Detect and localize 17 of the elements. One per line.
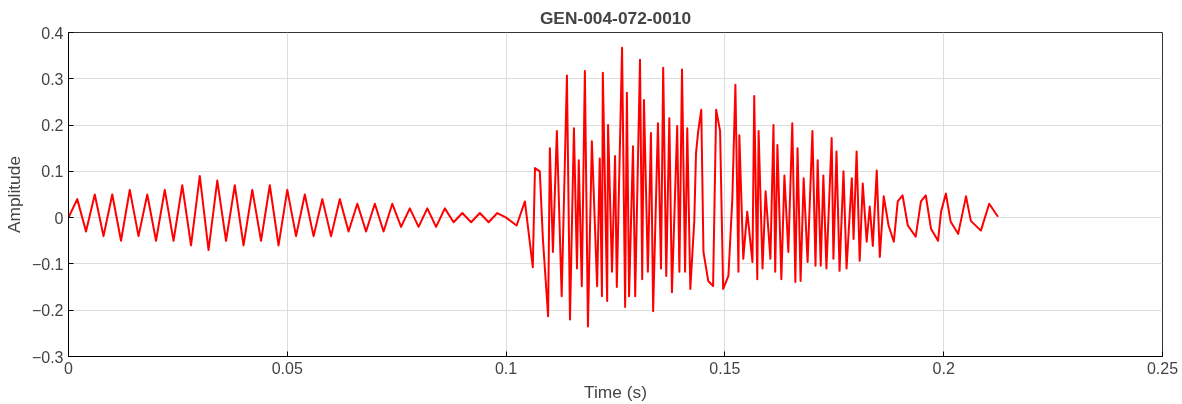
- x-tick-label: 0.1: [494, 359, 518, 377]
- x-axis-title: Time (s): [584, 381, 647, 402]
- x-tick-label: 0.15: [709, 359, 741, 377]
- x-tick-label: 0.05: [271, 359, 303, 377]
- y-tick-label: 0.2: [41, 117, 64, 135]
- y-tick-label: 0.3: [41, 70, 64, 88]
- y-tick-label: 0: [54, 209, 64, 227]
- chart-title: GEN-004-072-0010: [539, 7, 692, 28]
- y-tick-label: −0.3: [31, 348, 64, 366]
- y-tick-label: −0.1: [31, 255, 64, 273]
- y-tick-label: −0.2: [31, 302, 64, 320]
- y-axis-title: Amplitude: [3, 155, 24, 234]
- y-tick-label: 0.4: [41, 24, 64, 42]
- x-tick-label: 0.2: [932, 359, 955, 377]
- x-tick-label: 0.25: [1146, 359, 1179, 377]
- line-series: [68, 46, 999, 328]
- y-tick-label: 0.1: [41, 163, 64, 181]
